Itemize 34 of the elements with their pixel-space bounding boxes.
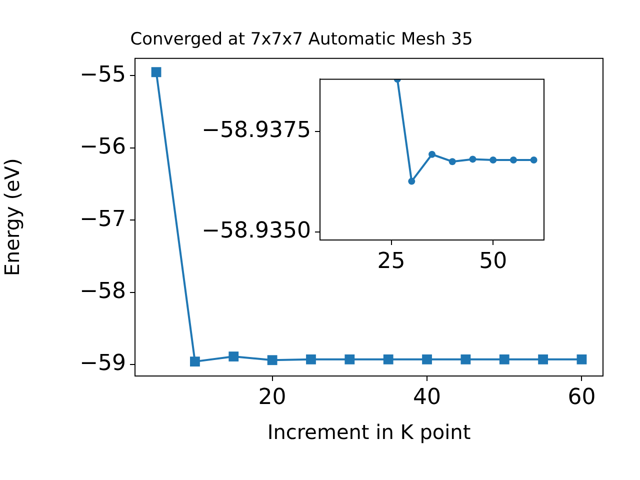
point [530,156,538,164]
point [576,354,587,364]
point [267,355,278,366]
x-tick-label: 50 [479,248,508,274]
point [383,354,394,364]
x-tick-label: 60 [568,384,596,410]
y-tick-label: −58 [80,278,126,304]
point [228,352,239,362]
point [408,178,416,185]
y-tick-label: −58.9350 [202,218,311,244]
x-tick-label: 25 [377,248,406,274]
point [428,150,436,158]
y-tick-label: −55 [80,62,126,88]
y-tick-label: −56 [80,134,126,160]
x-axis-title: Increment in K point [267,420,471,444]
y-tick-label: −58.9375 [202,118,311,144]
point [190,356,200,367]
point [469,156,476,163]
point [306,354,316,364]
x-tick-label: 40 [413,384,442,410]
point [448,158,456,166]
point [538,354,548,364]
x-tick-label: 20 [258,384,286,410]
y-tick-label: −59 [80,351,126,376]
point [510,156,517,164]
chart-title: Converged at 7x7x7 Automatic Mesh 35 [130,30,473,50]
y-tick-label: −57 [80,206,126,232]
point [151,67,162,78]
point [490,156,497,164]
point [344,354,355,364]
point [499,354,510,364]
point [422,354,432,364]
y-axis-title: Energy (eV) [0,158,24,276]
point [460,354,471,364]
